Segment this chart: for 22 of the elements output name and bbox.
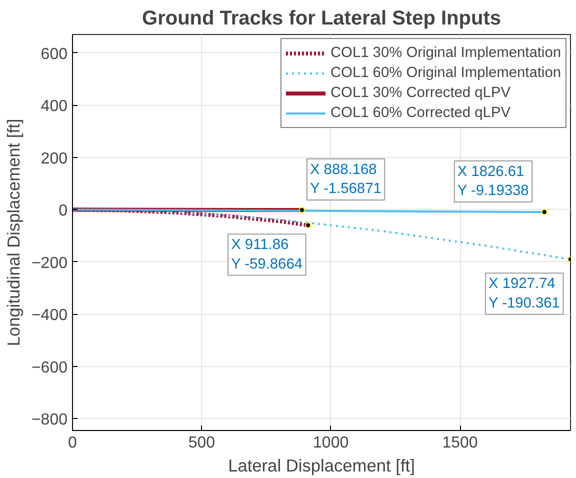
y-tick-label: 0	[58, 202, 68, 220]
y-tick-label: −800	[31, 412, 68, 429]
x-tick-label: 1500	[442, 434, 478, 452]
annotation: X 1927.74 Y -190.361	[488, 276, 560, 312]
annotation: X 888.168 Y -1.56871	[310, 162, 382, 198]
y-tick-label: −200	[31, 254, 68, 272]
y-tick-label: 200	[40, 150, 68, 168]
y-tick-label: 600	[40, 46, 68, 63]
y-tick-label: −400	[31, 307, 68, 324]
legend-label: COL1 60% Original Implementation	[330, 65, 561, 81]
y-axis-title: Longitudinal Displacement [ft]	[3, 118, 24, 346]
legend-label: COL1 30% Original Implementation	[330, 45, 561, 61]
x-tick-label: 1000	[313, 434, 349, 452]
x-tick-label: 500	[188, 434, 216, 452]
annotation: X 1826.61 Y -9.19338	[457, 164, 529, 200]
chart-title: Ground Tracks for Lateral Step Inputs	[142, 8, 501, 30]
y-tick-label: −600	[31, 359, 68, 376]
legend-label: COL1 60% Corrected qLPV	[330, 105, 510, 121]
annotation: X 911.86 Y -59.8664	[231, 237, 303, 272]
x-axis-title: Lateral Displacement [ft]	[228, 456, 415, 476]
y-tick-label: 400	[40, 98, 68, 116]
legend-label: COL1 30% Corrected qLPV	[330, 85, 510, 101]
